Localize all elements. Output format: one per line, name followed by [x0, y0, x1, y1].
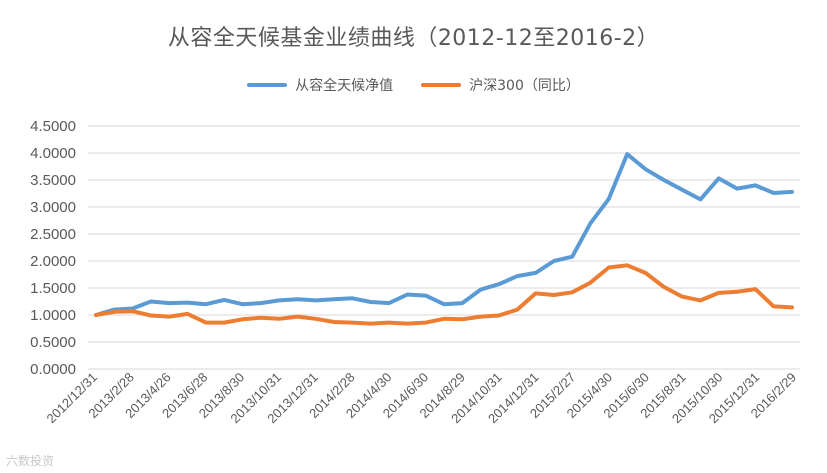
legend-label-hs300: 沪深300（同比） — [469, 78, 580, 94]
y-tick-label: 4.5000 — [30, 118, 76, 135]
legend-swatch-hs300 — [421, 83, 462, 87]
chart-title: 从容全天候基金业绩曲线（2012-12至2016-2） — [167, 26, 660, 51]
y-tick-label: 3.5000 — [30, 172, 76, 189]
y-tick-label: 3.0000 — [30, 199, 76, 216]
y-tick-label: 2.0000 — [30, 253, 76, 270]
series-line-hs300 — [94, 263, 794, 326]
y-tick-label: 2.5000 — [30, 226, 76, 243]
series-line-nav — [94, 152, 794, 317]
legend-label-nav: 从容全天候净值 — [295, 78, 394, 94]
watermark-text: 六数投资 — [6, 454, 55, 468]
y-tick-label: 1.0000 — [30, 307, 76, 324]
y-tick-label: 1.5000 — [30, 280, 76, 297]
y-tick-label: 0.5000 — [30, 334, 76, 351]
y-tick-label: 4.0000 — [30, 145, 76, 162]
legend-item-hs300: 沪深300（同比） — [421, 75, 580, 95]
legend: 从容全天候净值 沪深300（同比） — [0, 75, 827, 95]
y-tick-label: 0.0000 — [30, 361, 76, 378]
legend-item-nav: 从容全天候净值 — [247, 75, 393, 95]
legend-swatch-nav — [247, 83, 288, 87]
